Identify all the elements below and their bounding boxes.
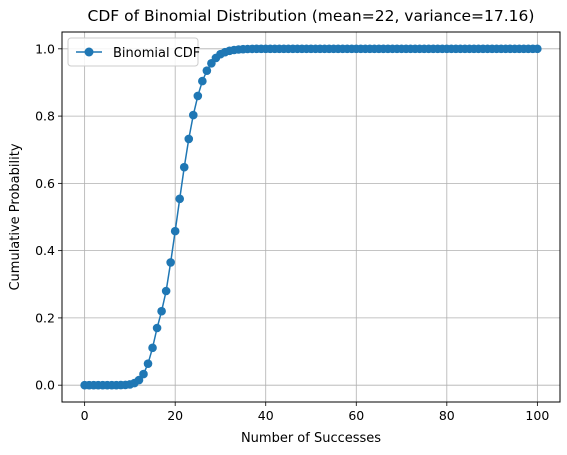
x-tick-label: 0: [81, 408, 89, 423]
series-line: [84, 48, 538, 386]
data-point: [202, 66, 212, 75]
legend-marker: [84, 47, 94, 57]
data-point: [175, 194, 185, 204]
x-axis-ticks: 0 20 40 60 80 100: [81, 402, 549, 423]
x-axis-label: Number of Successes: [241, 431, 381, 446]
data-point: [148, 343, 157, 353]
data-point: [152, 323, 162, 333]
data-point: [139, 369, 148, 379]
legend-label: Binomial CDF: [113, 46, 200, 61]
data-point: [143, 359, 153, 368]
data-point: [179, 162, 189, 172]
data-point: [184, 134, 194, 144]
data-point: [170, 226, 180, 236]
data-point: [533, 44, 542, 54]
x-tick-label: 60: [348, 408, 364, 423]
y-tick-label: 0.0: [35, 378, 55, 393]
data-point: [166, 258, 175, 267]
data-point: [157, 306, 166, 316]
y-tick-label: 1.0: [35, 41, 55, 56]
chart-title: CDF of Binomial Distribution (mean=22, v…: [88, 7, 535, 25]
data-point: [161, 286, 171, 296]
y-tick-label: 0.8: [35, 109, 55, 124]
data-point: [193, 91, 203, 101]
legend: Binomial CDF: [67, 37, 200, 67]
grid: [62, 32, 560, 402]
data-point: [198, 76, 207, 86]
y-axis-ticks: 0.0 0.2 0.4 0.6 0.8 1.0: [35, 41, 62, 393]
data-point: [134, 375, 144, 385]
y-tick-label: 0.6: [35, 176, 55, 191]
x-tick-label: 80: [439, 408, 455, 423]
x-tick-label: 20: [167, 408, 183, 423]
x-tick-label: 100: [525, 408, 549, 423]
x-tick-label: 40: [258, 408, 274, 423]
data-point: [188, 110, 198, 120]
y-tick-label: 0.2: [35, 310, 55, 325]
legend-box: [67, 37, 199, 67]
plot-frame: [61, 31, 561, 403]
series-binomial-cdf: [80, 44, 542, 390]
y-axis-label: Cumulative Probability: [8, 143, 23, 290]
y-tick-label: 0.4: [35, 243, 55, 258]
